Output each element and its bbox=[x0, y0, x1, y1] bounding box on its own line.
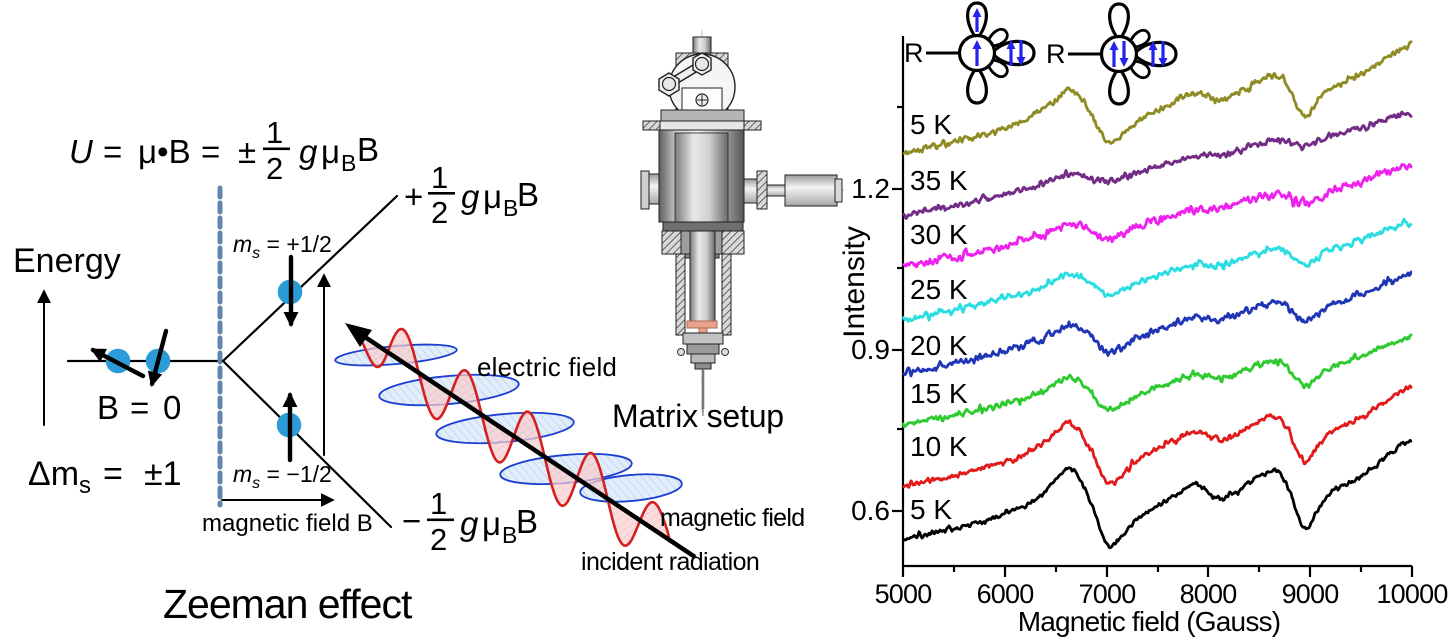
svg-text:1: 1 bbox=[430, 486, 447, 521]
svg-text:=: = bbox=[103, 133, 122, 170]
svg-text:−: − bbox=[402, 502, 421, 539]
svg-text:5000: 5000 bbox=[875, 579, 932, 609]
svg-text:electric field: electric field bbox=[477, 352, 617, 382]
svg-text:Magnetic field (Gauss): Magnetic field (Gauss) bbox=[1018, 606, 1281, 637]
svg-text:20 K: 20 K bbox=[910, 330, 968, 361]
svg-text:B: B bbox=[341, 150, 356, 176]
svg-text:magnetic field: magnetic field bbox=[660, 504, 804, 532]
svg-text:2: 2 bbox=[431, 195, 448, 230]
svg-text:B: B bbox=[502, 522, 517, 548]
svg-text:5 K: 5 K bbox=[910, 494, 952, 525]
svg-text:25 K: 25 K bbox=[910, 274, 968, 305]
svg-text:Energy: Energy bbox=[13, 242, 121, 280]
svg-text:Zeeman effect: Zeeman effect bbox=[163, 581, 413, 627]
svg-text:g: g bbox=[460, 505, 479, 542]
svg-text:B: B bbox=[97, 389, 119, 426]
svg-text:1: 1 bbox=[266, 115, 283, 150]
svg-text:±1: ±1 bbox=[144, 455, 182, 493]
svg-text:B: B bbox=[516, 503, 538, 540]
svg-text:Intensity: Intensity bbox=[838, 226, 871, 338]
svg-text:=: = bbox=[201, 133, 220, 170]
svg-text:g: g bbox=[461, 178, 480, 215]
svg-text:6000: 6000 bbox=[977, 579, 1034, 609]
svg-text:incident radiation: incident radiation bbox=[581, 548, 759, 576]
svg-text:=: = bbox=[103, 455, 123, 493]
svg-text:μ•B: μ•B bbox=[138, 133, 191, 170]
svg-text:5 K: 5 K bbox=[910, 109, 952, 140]
svg-text:U: U bbox=[69, 133, 93, 170]
svg-text:1.2: 1.2 bbox=[851, 173, 890, 204]
svg-text:0.9: 0.9 bbox=[851, 334, 890, 365]
svg-text:s: s bbox=[79, 472, 91, 499]
svg-text:0: 0 bbox=[163, 389, 181, 426]
svg-text:ms = +1/2: ms = +1/2 bbox=[233, 231, 332, 262]
svg-text:R: R bbox=[1046, 39, 1066, 69]
svg-text:ms = −1/2: ms = −1/2 bbox=[233, 461, 332, 492]
svg-text:0.6: 0.6 bbox=[851, 495, 890, 526]
svg-text:μ: μ bbox=[482, 505, 501, 542]
svg-text:7000: 7000 bbox=[1079, 579, 1136, 609]
svg-text:+: + bbox=[404, 178, 423, 215]
svg-text:Matrix setup: Matrix setup bbox=[612, 398, 784, 434]
svg-text:μ: μ bbox=[321, 133, 340, 170]
svg-text:μ: μ bbox=[483, 178, 502, 215]
svg-text:2: 2 bbox=[430, 522, 447, 557]
svg-text:B: B bbox=[503, 195, 518, 221]
svg-text:10 K: 10 K bbox=[910, 431, 968, 462]
svg-text:35 K: 35 K bbox=[910, 165, 968, 196]
svg-text:magnetic field B: magnetic field B bbox=[202, 510, 373, 537]
svg-text:10000: 10000 bbox=[1376, 579, 1447, 609]
svg-text:8000: 8000 bbox=[1180, 579, 1237, 609]
svg-text:2: 2 bbox=[266, 151, 283, 186]
svg-text:9000: 9000 bbox=[1282, 579, 1339, 609]
svg-text:g: g bbox=[299, 133, 318, 170]
svg-text:B: B bbox=[517, 176, 539, 213]
svg-text:15 K: 15 K bbox=[910, 378, 968, 409]
svg-text:R: R bbox=[904, 38, 924, 68]
svg-text:30 K: 30 K bbox=[910, 219, 968, 250]
svg-text:±: ± bbox=[238, 133, 256, 170]
svg-text:Δm: Δm bbox=[28, 455, 79, 493]
svg-text:=: = bbox=[130, 389, 149, 426]
svg-text:B: B bbox=[357, 131, 379, 168]
svg-text:1: 1 bbox=[431, 160, 448, 195]
